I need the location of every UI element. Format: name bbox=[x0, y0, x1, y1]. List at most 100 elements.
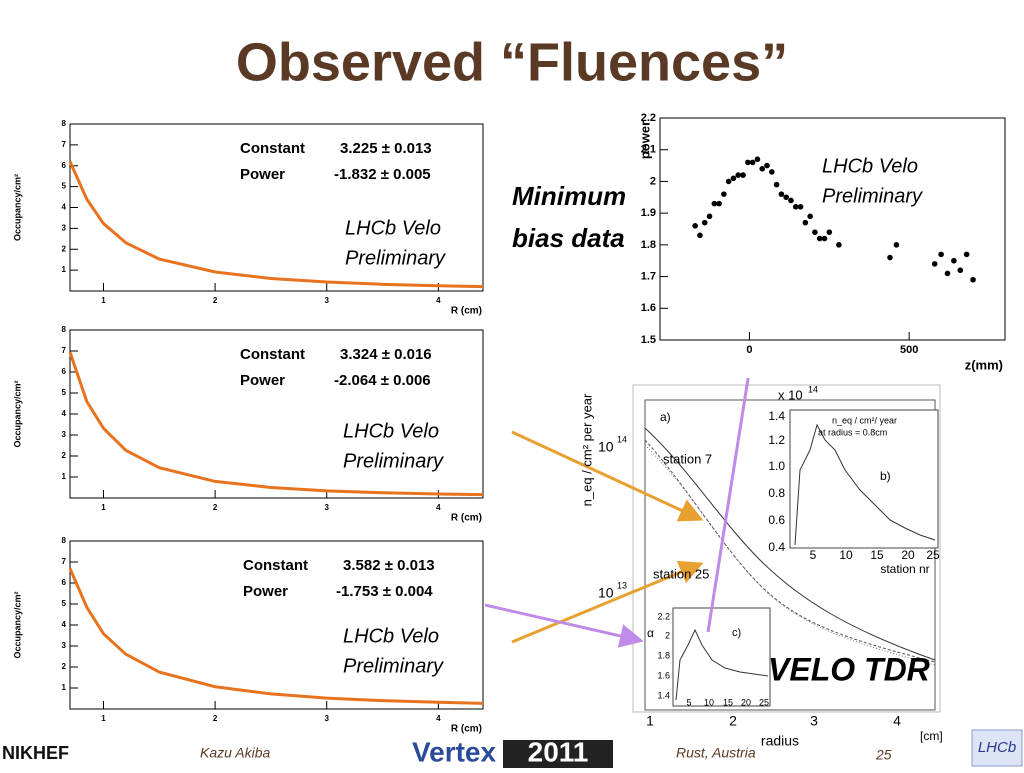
y-tick-label: 1.8 bbox=[641, 239, 656, 251]
y-tick-label: 2 bbox=[62, 451, 67, 460]
point bbox=[836, 242, 842, 248]
velo-tdr: VELO TDR bbox=[768, 651, 930, 687]
tdr-text: 3 bbox=[810, 713, 818, 729]
x-axis-label: R (cm) bbox=[451, 306, 482, 317]
point bbox=[826, 229, 833, 235]
x-tick-label: 2 bbox=[213, 714, 218, 723]
tdr-text: 14 bbox=[617, 434, 627, 444]
x-tick-label: 3 bbox=[325, 714, 330, 723]
annotation: Power bbox=[240, 372, 285, 389]
tdr-text: 5 bbox=[810, 548, 817, 562]
tdr-text: 2.2 bbox=[657, 611, 670, 621]
fit-line bbox=[68, 567, 484, 705]
y-tick-label: 7 bbox=[62, 140, 67, 149]
x-tick-label: 4 bbox=[436, 503, 441, 512]
point bbox=[749, 159, 756, 166]
tdr-text: b) bbox=[880, 469, 891, 483]
point bbox=[745, 159, 751, 166]
annotation: LHCb Velo bbox=[343, 625, 439, 647]
point bbox=[788, 197, 794, 204]
x-tick-label: 2 bbox=[213, 503, 218, 512]
point bbox=[735, 172, 742, 178]
tdr-axes bbox=[644, 399, 936, 711]
footer-year: 2011 bbox=[528, 736, 589, 767]
x-tick-label: 3 bbox=[325, 296, 330, 305]
y-tick-label: 1.7 bbox=[641, 270, 656, 282]
y-tick-label: 7 bbox=[62, 557, 67, 566]
x-axis-label: z(mm) bbox=[965, 357, 1003, 372]
point bbox=[970, 276, 976, 283]
annotation: Constant bbox=[240, 346, 305, 363]
tdr-text: 1.4 bbox=[657, 690, 670, 700]
point bbox=[740, 172, 746, 178]
annotation: 3.225 ± 0.013 bbox=[340, 140, 432, 157]
tdr-text: at radius = 0.8cm bbox=[818, 427, 887, 437]
y-tick-label: 3 bbox=[62, 430, 67, 439]
y-tick-label: 3 bbox=[62, 641, 67, 650]
point bbox=[759, 165, 766, 172]
point bbox=[944, 270, 951, 277]
minimum-bias: bias data bbox=[512, 223, 625, 253]
y-tick-label: 1.9 bbox=[641, 207, 656, 219]
tdr-text: 1.4 bbox=[768, 409, 785, 423]
tdr-text: [cm] bbox=[920, 729, 943, 743]
year-box bbox=[503, 740, 613, 768]
tdr-text: 5 bbox=[686, 697, 691, 707]
y-tick-label: 1.5 bbox=[641, 334, 656, 346]
tdr-text: 25 bbox=[759, 697, 769, 707]
tdr-text: 10 bbox=[598, 585, 614, 601]
tdr-text: 0.8 bbox=[768, 486, 785, 500]
point bbox=[812, 229, 818, 235]
tdr-text: c) bbox=[732, 627, 741, 639]
fit-line bbox=[68, 351, 484, 497]
arrow bbox=[511, 560, 704, 644]
panel bbox=[640, 108, 1020, 378]
arrow bbox=[511, 430, 704, 522]
y-tick-label: 1.6 bbox=[641, 302, 656, 314]
y-axis-label: Occupancy/cm² bbox=[12, 174, 22, 241]
tdr-text: 2 bbox=[729, 713, 737, 729]
inset-c-curve bbox=[675, 628, 769, 701]
point bbox=[887, 254, 893, 261]
y-tick-label: 4 bbox=[62, 620, 67, 629]
point bbox=[816, 235, 823, 242]
annotation: 3.324 ± 0.016 bbox=[340, 346, 432, 363]
x-tick-label: 1 bbox=[101, 296, 106, 305]
tdr-text: 1.8 bbox=[657, 650, 670, 660]
tdr-text: 15 bbox=[870, 548, 884, 562]
annotation: LHCb Velo bbox=[345, 217, 441, 239]
tdr-text: 1.6 bbox=[657, 670, 670, 680]
footer-location: Rust, Austria bbox=[676, 745, 756, 761]
y-tick-label: 6 bbox=[62, 161, 67, 170]
y-tick-label: 2 bbox=[62, 244, 67, 253]
plot-frame bbox=[659, 117, 1006, 341]
tdr-text: 4 bbox=[893, 713, 901, 729]
tdr-curve bbox=[644, 444, 936, 666]
annotation: LHCb Velo bbox=[343, 420, 439, 442]
point bbox=[792, 204, 799, 210]
y-axis-label: Occupancy/cm² bbox=[12, 591, 22, 658]
annotation: -1.832 ± 0.005 bbox=[334, 166, 431, 183]
point bbox=[951, 257, 957, 264]
y-tick-label: 8 bbox=[62, 325, 67, 334]
point bbox=[957, 267, 964, 274]
annotation: Preliminary bbox=[343, 450, 444, 472]
minimum-bias: Minimum bbox=[512, 181, 626, 211]
y-tick-label: 2 bbox=[650, 175, 656, 187]
y-tick-label: 5 bbox=[62, 599, 67, 608]
x-tick-label: 2 bbox=[213, 296, 218, 305]
footer-author: Kazu Akiba bbox=[200, 745, 271, 761]
tdr-text: station nr bbox=[880, 562, 929, 576]
tdr-text: n_eq / cm²/ year bbox=[832, 415, 897, 425]
annotation: Preliminary bbox=[822, 185, 923, 207]
point bbox=[692, 223, 698, 229]
y-tick-label: 1 bbox=[62, 265, 67, 274]
y-tick-label: 6 bbox=[62, 367, 67, 376]
tdr-text: 10 bbox=[839, 548, 853, 562]
y-tick-label: 5 bbox=[62, 388, 67, 397]
tdr-text: 0.4 bbox=[768, 540, 785, 554]
slide-title: Observed “Fluences” bbox=[236, 32, 788, 92]
annotation: LHCb Velo bbox=[822, 155, 918, 177]
y-tick-label: 1 bbox=[62, 683, 67, 692]
